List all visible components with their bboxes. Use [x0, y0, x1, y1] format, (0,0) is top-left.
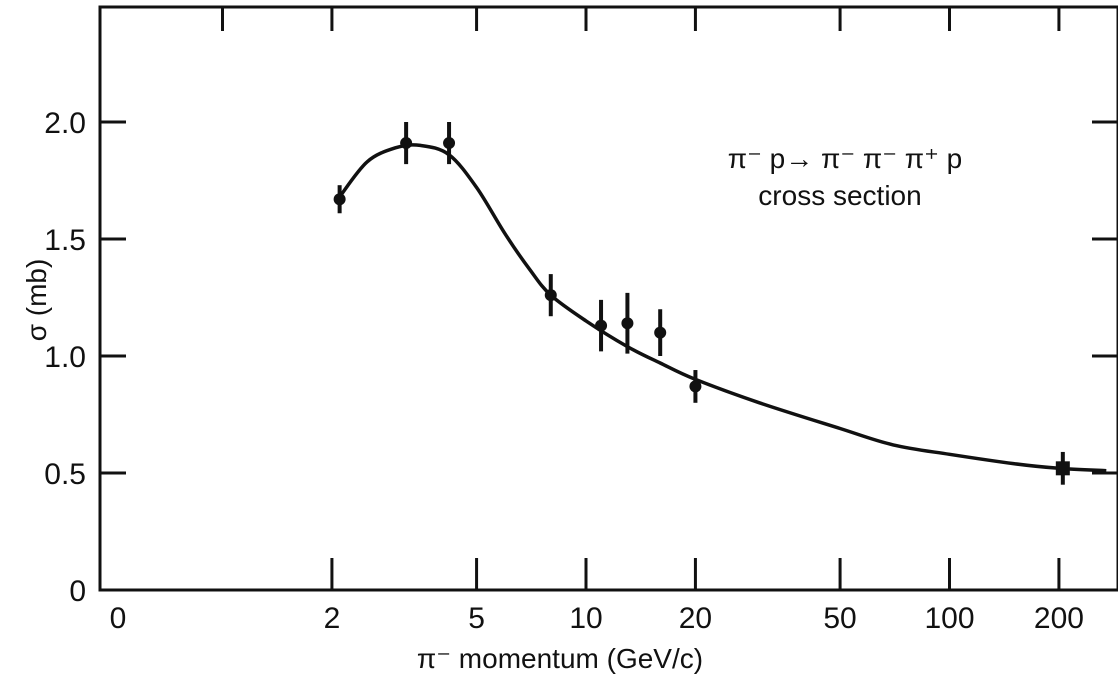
x-tick-label: 200	[1034, 602, 1084, 635]
data-point	[544, 289, 557, 302]
data-point	[621, 317, 634, 330]
data-point	[333, 193, 346, 206]
data-point	[443, 137, 456, 150]
y-tick-label: 2.0	[44, 107, 86, 140]
x-axis-title: π⁻ momentum (GeV/c)	[417, 643, 703, 674]
x-tick-label: 50	[823, 602, 856, 635]
y-tick-label: 0.5	[44, 458, 86, 491]
x-tick-label: 10	[569, 602, 602, 635]
fit-curve	[338, 143, 1107, 473]
fit-curve-group	[338, 143, 1107, 473]
annotation-line-1: π⁻ p→ π⁻ π⁻ π⁺ p	[728, 143, 962, 174]
data-points	[333, 122, 1070, 485]
x-tick-label: 100	[924, 602, 974, 635]
x-tick-label-zero: 0	[110, 602, 127, 635]
x-tick-label: 2	[324, 602, 341, 635]
data-point	[595, 319, 608, 332]
x-tick-label: 5	[468, 602, 485, 635]
data-point	[654, 326, 667, 339]
plot-frame	[98, 5, 1118, 592]
y-axis-ticks: 0 0.5 1.0 1.5 2.0	[44, 107, 1118, 608]
y-axis-title: σ (mb)	[21, 259, 52, 342]
x-tick-label: 20	[679, 602, 712, 635]
y-tick-label: 1.0	[44, 341, 86, 374]
y-tick-label: 0	[69, 575, 86, 608]
data-point-square	[1055, 461, 1070, 476]
x-axis-ticks: 2 5 10 20 50 100 200 0	[110, 7, 1084, 635]
y-tick-label: 1.5	[44, 224, 86, 257]
data-point	[400, 137, 413, 150]
annotation-line-2: cross section	[758, 180, 921, 211]
data-point	[689, 380, 702, 393]
